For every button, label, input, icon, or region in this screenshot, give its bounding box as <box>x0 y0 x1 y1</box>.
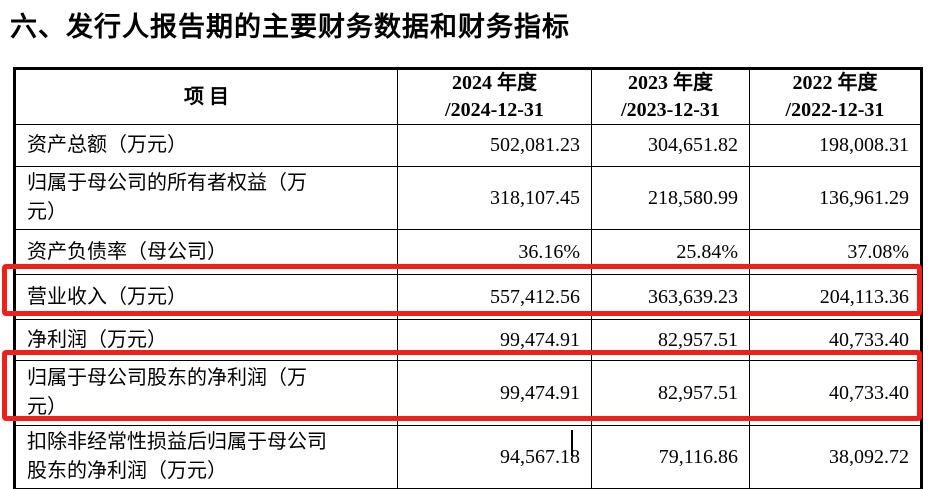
cell-value-2023[interactable]: 218,580.99 <box>591 166 750 230</box>
cell-value-2024[interactable]: 318,107.45 <box>397 166 592 230</box>
header-year-2024[interactable]: 2024 年度 /2024-12-31 <box>397 68 592 125</box>
cell-value-2024[interactable]: 94,567.18 <box>397 425 592 489</box>
table-row-parent-equity: 归属于母公司的所有者权益（万 元） 318,107.45 218,580.99 … <box>14 166 922 230</box>
header-item[interactable]: 项 目 <box>14 68 398 125</box>
row-label[interactable]: 归属于母公司股东的净利润（万 元） <box>14 360 398 426</box>
financial-data-table: 项 目 2024 年度 /2024-12-31 2023 年度 /2023-12… <box>13 67 923 489</box>
row-label[interactable]: 扣除非经常性损益后归属于母公司 股东的净利润（万元） <box>14 425 398 489</box>
table-row-operating-revenue: 营业收入（万元） 557,412.56 363,639.23 204,113.3… <box>14 274 922 320</box>
cell-value-2023[interactable]: 25.84% <box>591 229 750 275</box>
row-label[interactable]: 营业收入（万元） <box>14 274 398 320</box>
header-year-2023[interactable]: 2023 年度 /2023-12-31 <box>591 68 750 125</box>
cell-value-2024[interactable]: 557,412.56 <box>397 274 592 320</box>
table-row-net-profit: 净利润（万元） 99,474.91 82,957.51 40,733.40 <box>14 319 922 361</box>
cell-value-2022[interactable]: 198,008.31 <box>749 124 922 167</box>
cell-value-2022[interactable]: 38,092.72 <box>749 425 922 489</box>
cell-value-2022[interactable]: 136,961.29 <box>749 166 922 230</box>
cell-value-2022[interactable]: 40,733.40 <box>749 319 922 361</box>
row-label[interactable]: 资产总额（万元） <box>14 124 398 167</box>
table-header-row: 项 目 2024 年度 /2024-12-31 2023 年度 /2023-12… <box>14 68 922 125</box>
cell-value-2024[interactable]: 99,474.91 <box>397 319 592 361</box>
table-row-debt-ratio: 资产负债率（母公司） 36.16% 25.84% 37.08% <box>14 229 922 275</box>
table-row-total-assets: 资产总额（万元） 502,081.23 304,651.82 198,008.3… <box>14 124 922 167</box>
section-heading[interactable]: 六、发行人报告期的主要财务数据和财务指标 <box>10 12 570 42</box>
cell-value-2022[interactable]: 204,113.36 <box>749 274 922 320</box>
row-label[interactable]: 资产负债率（母公司） <box>14 229 398 275</box>
cell-value-2024[interactable]: 36.16% <box>397 229 592 275</box>
row-label[interactable]: 净利润（万元） <box>14 319 398 361</box>
header-year-2022[interactable]: 2022 年度 /2022-12-31 <box>749 68 922 125</box>
table-row-net-profit-deducted: 扣除非经常性损益后归属于母公司 股东的净利润（万元） 94,567.18 79,… <box>14 425 922 489</box>
cell-value-2023[interactable]: 82,957.51 <box>591 319 750 361</box>
cell-value-2023[interactable]: 79,116.86 <box>591 425 750 489</box>
cell-value-2022[interactable]: 40,733.40 <box>749 360 922 426</box>
cell-value-2024[interactable]: 502,081.23 <box>397 124 592 167</box>
text-caret <box>571 430 573 456</box>
cell-value-2023[interactable]: 304,651.82 <box>591 124 750 167</box>
cell-value-2023[interactable]: 363,639.23 <box>591 274 750 320</box>
cell-value-2022[interactable]: 37.08% <box>749 229 922 275</box>
row-label[interactable]: 归属于母公司的所有者权益（万 元） <box>14 166 398 230</box>
cell-value-2023[interactable]: 82,957.51 <box>591 360 750 426</box>
cell-value-2024[interactable]: 99,474.91 <box>397 360 592 426</box>
table-row-net-profit-parent: 归属于母公司股东的净利润（万 元） 99,474.91 82,957.51 40… <box>14 360 922 426</box>
